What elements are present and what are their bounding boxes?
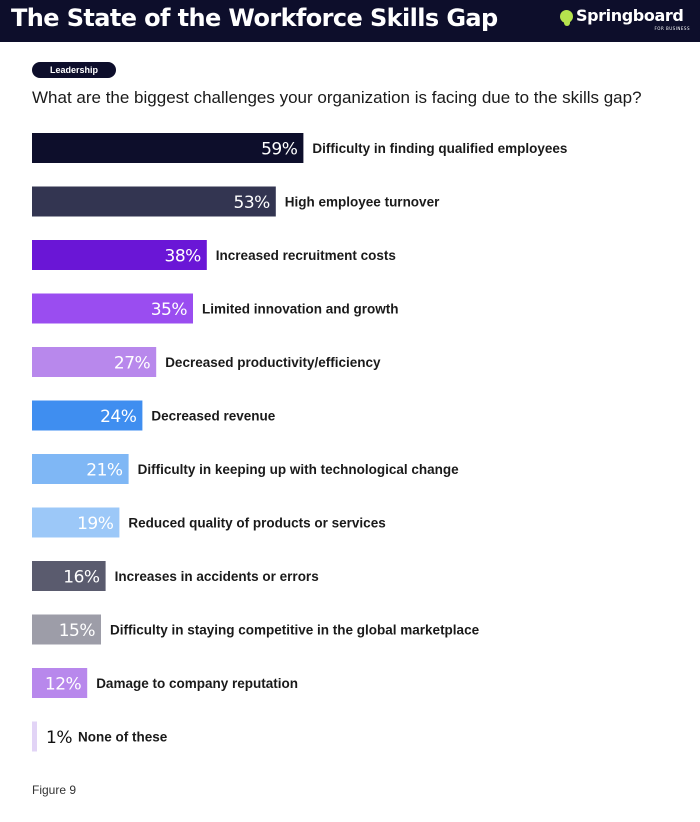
bar-category-label-4: Limited innovation and growth bbox=[202, 302, 399, 317]
chart-question: What are the biggest challenges your org… bbox=[32, 88, 642, 107]
bar-value-label-2: 53% bbox=[234, 193, 271, 213]
bar-value-label-8: 19% bbox=[77, 514, 114, 534]
logo-text: Springboard bbox=[576, 6, 684, 25]
bar-category-label-7: Difficulty in keeping up with technologi… bbox=[138, 462, 460, 477]
bar-1 bbox=[32, 133, 304, 163]
bar-category-label-8: Reduced quality of products or services bbox=[128, 516, 385, 531]
category-tag: Leadership bbox=[32, 62, 117, 78]
bar-value-label-6: 24% bbox=[100, 407, 137, 427]
bar-value-label-7: 21% bbox=[86, 461, 123, 481]
bar-value-label-4: 35% bbox=[151, 300, 188, 320]
bar-11 bbox=[32, 668, 88, 698]
header-bar: The State of the Workforce Skills Gap Sp… bbox=[0, 0, 700, 42]
bar-8 bbox=[32, 507, 120, 538]
bar-value-label-5: 27% bbox=[114, 354, 151, 374]
bar-category-label-9: Increases in accidents or errors bbox=[115, 569, 319, 584]
bar-6 bbox=[32, 400, 143, 431]
bar-value-label-12: 1% bbox=[46, 728, 72, 748]
bar-value-label-3: 38% bbox=[165, 247, 202, 267]
bar-category-label-3: Increased recruitment costs bbox=[216, 248, 396, 263]
springboard-logo: Springboard FOR BUSINESS bbox=[560, 6, 690, 37]
bar-2 bbox=[32, 186, 276, 217]
bar-value-label-11: 12% bbox=[45, 675, 82, 695]
bar-3 bbox=[32, 240, 207, 270]
bar-category-label-10: Difficulty in staying competitive in the… bbox=[110, 623, 480, 638]
figure-caption: Figure 9 bbox=[32, 783, 77, 797]
bar-category-label-6: Decreased revenue bbox=[151, 409, 275, 424]
bar-4 bbox=[32, 293, 193, 324]
logo-mark-icon bbox=[560, 10, 573, 23]
logo-subtext: FOR BUSINESS bbox=[654, 26, 690, 31]
bar-9 bbox=[32, 561, 106, 591]
bar-category-label-2: High employee turnover bbox=[285, 195, 440, 210]
bar-category-label-5: Decreased productivity/efficiency bbox=[165, 355, 381, 370]
page-title: The State of the Workforce Skills Gap bbox=[11, 4, 498, 32]
bar-5 bbox=[32, 347, 157, 377]
bar-value-label-10: 15% bbox=[59, 621, 96, 641]
bar-category-label-12: None of these bbox=[78, 730, 168, 745]
logo-mark-stem bbox=[564, 22, 570, 26]
bar-category-label-11: Damage to company reputation bbox=[96, 676, 298, 691]
bar-10 bbox=[32, 614, 101, 645]
bar-12 bbox=[32, 721, 37, 752]
bar-7 bbox=[32, 454, 129, 484]
bar-category-label-1: Difficulty in finding qualified employee… bbox=[312, 141, 567, 156]
bar-value-label-1: 59% bbox=[261, 140, 298, 160]
bar-value-label-9: 16% bbox=[63, 568, 100, 588]
